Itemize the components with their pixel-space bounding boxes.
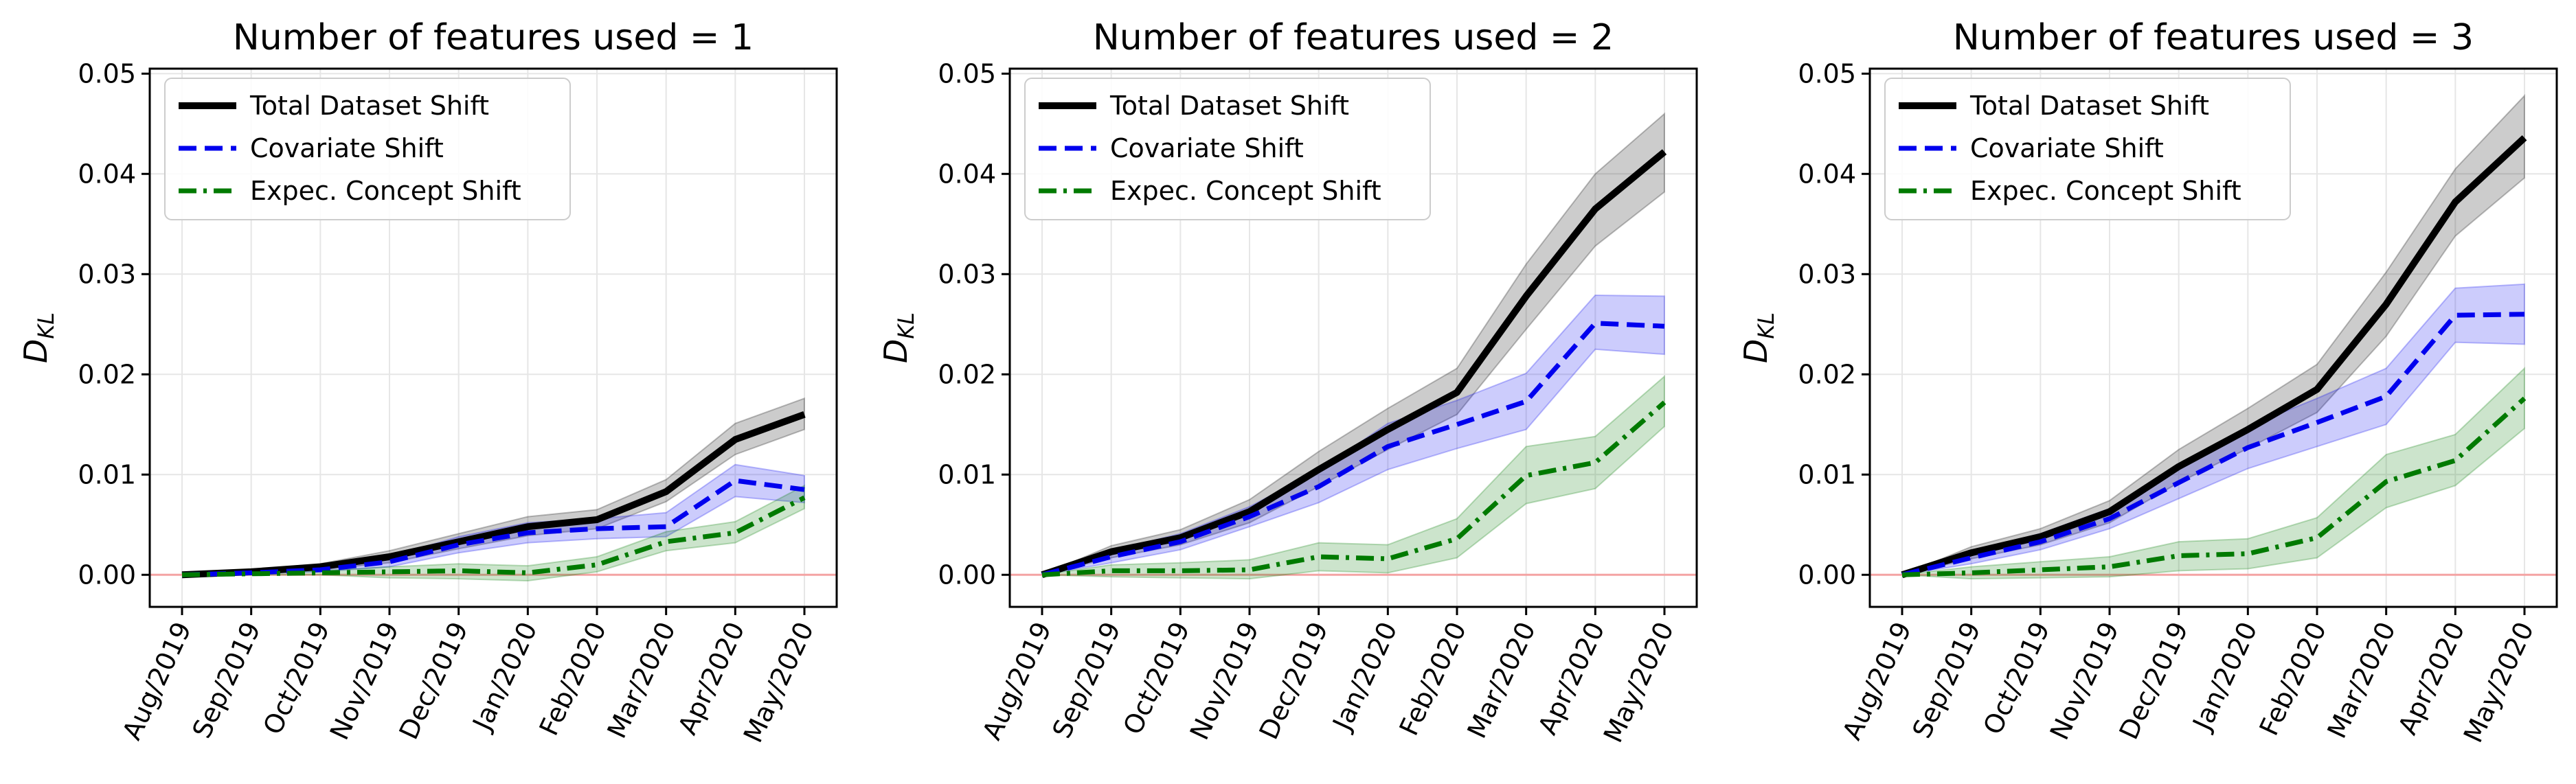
x-tick-label: Nov/2019	[1184, 617, 1265, 744]
x-tick-label: Nov/2019	[324, 617, 405, 744]
x-tick-label: Mar/2020	[601, 617, 681, 743]
chart-panel-2: 0.00 0.01 0.02 0.03 0.04 0.05 Aug/2019Sep/2019…	[877, 17, 1698, 747]
plot-frame	[148, 67, 838, 608]
x-tick-label: Feb/2020	[1394, 617, 1473, 740]
series-line-2	[1041, 321, 1665, 577]
legend-label-series-1: Total Dataset Shift	[1969, 91, 2209, 121]
legend-label-series-3: Expec. Concept Shift	[1970, 176, 2241, 206]
legend: Total Dataset Shift Covariate Shift Expec.…	[164, 78, 571, 220]
x-tick-label: Sep/2019	[186, 617, 266, 743]
y-tick-label: 0.04	[78, 159, 136, 189]
chart-panel-3: 0.00 0.01 0.02 0.03 0.04 0.05 Aug/2019Sep/2019…	[1737, 17, 2558, 747]
x-tick-label: Mar/2020	[2321, 617, 2401, 743]
y-tick-label: 0.05	[1798, 58, 1856, 89]
y-tick-label: 0.05	[78, 58, 136, 89]
legend: Total Dataset Shift Covariate Shift Expec.…	[1884, 78, 2291, 220]
y-tick-label: 0.03	[78, 259, 136, 289]
x-tick-label: Oct/2019	[1978, 617, 2056, 739]
confidence-band-series-3	[1041, 375, 1665, 580]
y-tick-label: 0.00	[938, 560, 996, 590]
x-tick-label: Sep/2019	[1906, 617, 1986, 743]
y-tick-label: 0.02	[1798, 359, 1856, 389]
x-tick-label: Apr/2020	[2393, 617, 2471, 739]
legend-box	[164, 78, 571, 220]
x-tick-label: Jan/2020	[1326, 617, 1403, 736]
y-tick-label: 0.03	[1798, 259, 1856, 289]
y-axis-label: DKL	[1737, 312, 1779, 363]
y-tick-label: 0.01	[938, 459, 996, 489]
y-tick-label: 0.01	[78, 459, 136, 489]
legend: Total Dataset Shift Covariate Shift Expec.…	[1024, 78, 1431, 220]
plot-frame	[1008, 67, 1698, 608]
x-tick-label: Dec/2019	[2114, 617, 2194, 743]
x-tick-label: Apr/2020	[673, 617, 751, 739]
legend-label-series-2: Covariate Shift	[250, 133, 444, 163]
legend-label-series-1: Total Dataset Shift	[1109, 91, 1349, 121]
series-line-1	[1041, 149, 1667, 579]
series-line-1	[1901, 135, 2527, 579]
series-line-2	[181, 478, 805, 577]
confidence-band-series-2	[181, 463, 805, 576]
x-tick-label: Feb/2020	[2254, 617, 2333, 740]
y-axis-label: DKL	[877, 312, 919, 363]
y-tick-label: 0.05	[938, 58, 996, 89]
y-axis-label: DKL	[17, 312, 59, 363]
x-tick-label: Aug/2019	[977, 617, 1058, 744]
y-tick-label: 0.02	[78, 359, 136, 389]
y-tick-label: 0.01	[1798, 459, 1856, 489]
y-tick-label: 0.02	[938, 359, 996, 389]
x-tick-label: May/2020	[738, 617, 820, 747]
chart-title: Number of features used = 1	[233, 17, 754, 58]
legend-label-series-2: Covariate Shift	[1970, 133, 2164, 163]
x-tick-label: Mar/2020	[1461, 617, 1541, 743]
x-tick-label: Dec/2019	[1254, 617, 1334, 743]
x-tick-label: Nov/2019	[2044, 617, 2125, 744]
legend-label-series-3: Expec. Concept Shift	[250, 176, 521, 206]
chart-panel-1: 0.00 0.01 0.02 0.03 0.04 0.05 Aug/2019Sep/2019…	[17, 17, 838, 747]
series-line-3	[1901, 396, 2527, 577]
confidence-band-series-1	[1901, 93, 2525, 576]
confidence-band-series-3	[181, 484, 805, 582]
legend-label-series-1: Total Dataset Shift	[249, 91, 489, 121]
chart-title: Number of features used = 3	[1953, 17, 2474, 58]
x-tick-label: Apr/2020	[1533, 617, 1611, 739]
chart-title: Number of features used = 2	[1093, 17, 1614, 58]
series-line-2	[1901, 312, 2525, 577]
y-tick-label: 0.03	[938, 259, 996, 289]
legend-label-series-2: Covariate Shift	[1110, 133, 1304, 163]
x-tick-label: Feb/2020	[534, 617, 613, 740]
plot-frame	[1868, 67, 2558, 608]
x-tick-label: Oct/2019	[1118, 617, 1196, 739]
x-tick-label: May/2020	[1598, 617, 1680, 747]
y-tick-label: 0.04	[938, 159, 996, 189]
legend-label-series-3: Expec. Concept Shift	[1110, 176, 1381, 206]
y-tick-label: 0.04	[1798, 159, 1856, 189]
y-tick-label: 0.00	[1798, 560, 1856, 590]
legend-box	[1024, 78, 1431, 220]
x-tick-label: Sep/2019	[1046, 617, 1126, 743]
x-tick-label: May/2020	[2458, 617, 2540, 747]
x-tick-label: Dec/2019	[394, 617, 474, 743]
y-tick-label: 0.00	[78, 560, 136, 590]
x-tick-label: Oct/2019	[258, 617, 336, 739]
legend-box	[1884, 78, 2291, 220]
x-tick-label: Aug/2019	[1837, 617, 1918, 744]
series-line-1	[181, 411, 806, 579]
x-tick-label: Jan/2020	[2187, 617, 2263, 736]
x-tick-label: Jan/2020	[466, 617, 543, 736]
x-tick-label: Aug/2019	[117, 617, 198, 744]
